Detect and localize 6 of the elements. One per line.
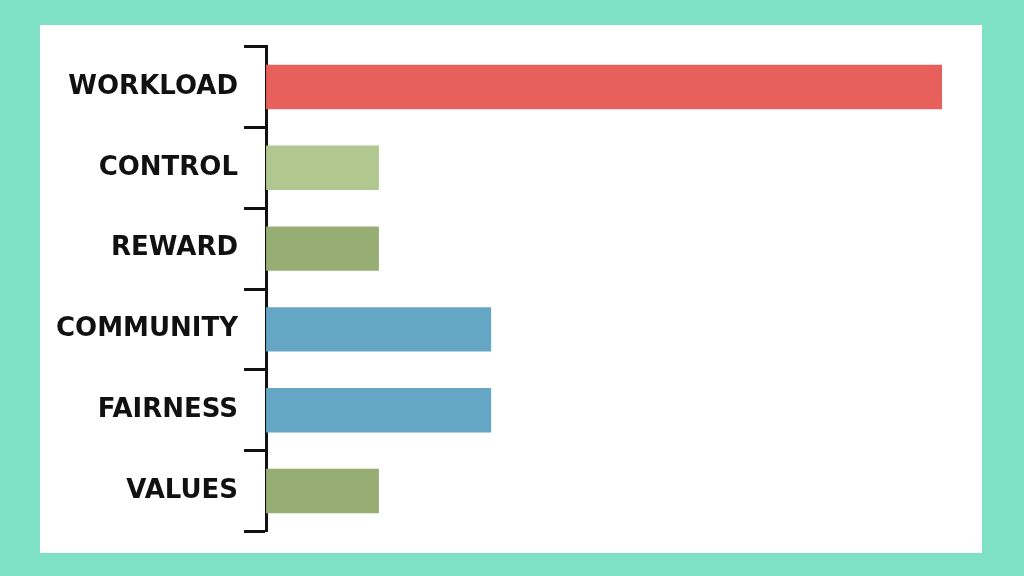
y-tick-label: WORKLOAD [68,69,239,100]
y-tick-label: FAIRNESS [97,392,239,423]
y-tick-label: VALUES [126,473,239,504]
y-tick-label: REWARD [111,231,239,262]
y-tick-label: CONTROL [98,150,239,181]
y-tick-label: COMMUNITY [55,312,240,343]
